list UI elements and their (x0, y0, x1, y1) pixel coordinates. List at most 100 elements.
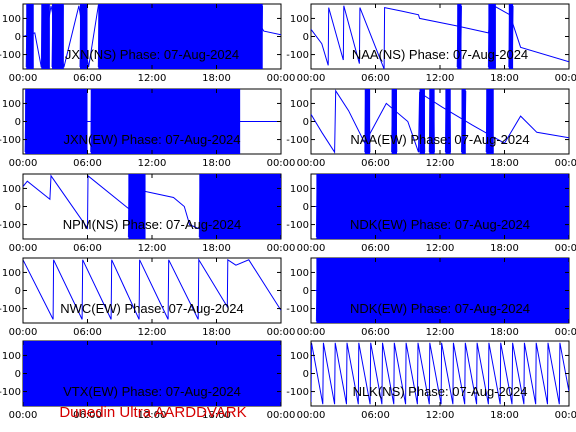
y-tick-label: -100 (0, 50, 21, 61)
x-tick-label: 18:00 (202, 410, 231, 421)
x-tick-label: 12:00 (138, 158, 167, 169)
y-tick-label: 100 (290, 268, 309, 279)
y-tick-label: 0 (15, 286, 21, 297)
y-tick-label: -100 (286, 135, 309, 146)
x-tick-label: 12:00 (426, 410, 455, 421)
x-tick-label: 00:00 (555, 327, 576, 338)
x-tick-label: 00:00 (297, 327, 326, 338)
x-tick-label: 12:00 (426, 158, 455, 169)
plot-traces (311, 174, 569, 239)
phase-wrap-texture (485, 90, 494, 153)
phase-chart-5: 100 0 -100 00:00 06:00 12:00 18:00 00:00 NPM(NS)… (0, 173, 295, 254)
plot-traces (311, 4, 569, 69)
y-tick-label: 100 (2, 184, 21, 195)
phase-wrap-texture (79, 5, 88, 68)
y-tick-label: 0 (15, 369, 21, 380)
plot-area (310, 3, 570, 70)
x-tick-label: 18:00 (202, 327, 231, 338)
x-tick-label: 00:00 (9, 410, 38, 421)
x-tick-label: 00:00 (9, 243, 38, 254)
x-tick-label: 06:00 (361, 410, 390, 421)
x-tick-label: 00:00 (297, 243, 326, 254)
phase-wrap-texture (97, 5, 263, 68)
y-tick-label: 0 (303, 369, 309, 380)
x-tick-label: 06:00 (361, 158, 390, 169)
y-tick-label: -100 (0, 387, 21, 398)
phase-chart-2: 100 0 -100 00:00 06:00 12:00 18:00 00:00 NAA(NS)… (286, 3, 576, 84)
phase-series-line (311, 89, 569, 154)
x-tick-label: 18:00 (490, 73, 519, 84)
x-tick-label: 06:00 (73, 243, 102, 254)
y-tick-label: 0 (15, 32, 21, 43)
panel-title: JXN(NS) Phase: 07-Aug-2024 (65, 47, 239, 62)
x-tick-label: 00:00 (267, 73, 296, 84)
plot-traces (23, 341, 281, 406)
panel-title: NAA(NS) Phase: 07-Aug-2024 (352, 47, 528, 62)
y-tick-label: 0 (15, 202, 21, 213)
phase-wrap-texture (419, 90, 426, 153)
x-tick-label: 18:00 (490, 410, 519, 421)
panel-title: JXN(EW) Phase: 07-Aug-2024 (63, 132, 240, 147)
phase-wrap-texture (428, 90, 435, 153)
y-tick-label: 0 (303, 286, 309, 297)
x-tick-label: 00:00 (267, 410, 296, 421)
panel-title: NPM(NS) Phase: 07-Aug-2024 (63, 217, 241, 232)
x-tick-label: 18:00 (202, 73, 231, 84)
plot-traces (311, 342, 569, 405)
x-tick-label: 06:00 (73, 73, 102, 84)
plot-traces (23, 89, 281, 154)
phase-chart-9: 100 0 -100 00:00 06:00 12:00 18:00 00:00 VTX(EW)… (0, 340, 296, 421)
x-tick-label: 00:00 (9, 73, 38, 84)
phase-wrap-texture (198, 175, 281, 238)
phase-wrap-texture (364, 90, 371, 153)
y-tick-label: 100 (290, 14, 309, 25)
x-tick-label: 12:00 (138, 327, 167, 338)
phase-series-line (23, 258, 281, 320)
y-tick-label: -100 (0, 135, 21, 146)
panel-title: NDK(EW) Phase: 07-Aug-2024 (350, 217, 530, 232)
phase-wrap-texture (127, 175, 146, 238)
footer-credit: Dunedin Ultra AARDDVARK (59, 404, 247, 421)
y-tick-label: 100 (2, 351, 21, 362)
y-tick-label: 100 (290, 99, 309, 110)
phase-wrap-texture (456, 5, 462, 68)
y-tick-label: -100 (286, 50, 309, 61)
x-tick-label: 12:00 (138, 73, 167, 84)
plot-area (22, 257, 282, 324)
panel-title: NWC(EW) Phase: 07-Aug-2024 (60, 301, 244, 316)
x-tick-label: 00:00 (9, 158, 38, 169)
plot-traces (311, 258, 569, 323)
x-tick-label: 06:00 (73, 410, 102, 421)
phase-wrap-texture (391, 90, 398, 153)
panel-title: VTX(EW) Phase: 07-Aug-2024 (63, 384, 241, 399)
y-tick-label: 0 (303, 117, 309, 128)
x-tick-label: 00:00 (555, 73, 576, 84)
x-tick-label: 18:00 (202, 158, 231, 169)
phase-wrap-texture (444, 90, 451, 153)
x-tick-label: 00:00 (297, 410, 326, 421)
panel-title: NAA(EW) Phase: 07-Aug-2024 (350, 132, 529, 147)
phase-wrap-texture (461, 90, 467, 153)
y-tick-label: 0 (303, 202, 309, 213)
x-tick-label: 06:00 (361, 243, 390, 254)
y-tick-label: -100 (286, 220, 309, 231)
phase-chart-3: 100 0 -100 00:00 06:00 12:00 18:00 00:00 JXN(EW)… (0, 88, 295, 169)
x-tick-label: 00:00 (267, 327, 296, 338)
phase-series-line (311, 342, 569, 405)
x-tick-label: 12:00 (138, 410, 167, 421)
x-tick-label: 00:00 (297, 158, 326, 169)
x-tick-label: 18:00 (490, 327, 519, 338)
plot-traces (23, 174, 281, 239)
phase-chart-1: 100 0 -100 00:00 06:00 12:00 18:00 00:00 JXN(NS)… (0, 3, 296, 84)
x-tick-label: 00:00 (555, 158, 576, 169)
y-tick-label: 100 (2, 14, 21, 25)
x-tick-label: 00:00 (297, 73, 326, 84)
y-tick-label: 0 (15, 117, 21, 128)
x-tick-label: 18:00 (490, 243, 519, 254)
y-tick-label: 100 (290, 351, 309, 362)
x-tick-label: 06:00 (73, 158, 102, 169)
x-tick-label: 12:00 (426, 243, 455, 254)
panel-title: NLK(NS) Phase: 07-Aug-2024 (353, 384, 528, 399)
x-tick-label: 06:00 (361, 327, 390, 338)
